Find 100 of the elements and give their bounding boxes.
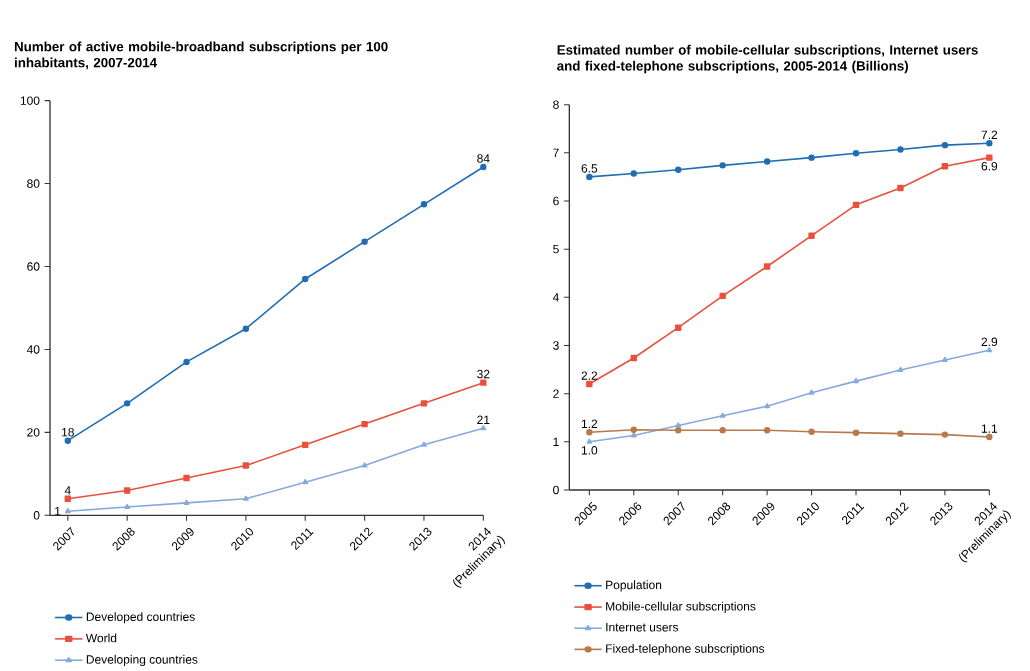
point <box>361 238 368 245</box>
data-label: 1.0 <box>581 446 598 455</box>
data-label: 1.2 <box>581 419 598 428</box>
point <box>852 150 860 157</box>
point <box>420 400 428 407</box>
point <box>897 146 904 153</box>
data-label: 18 <box>62 427 74 437</box>
point <box>763 263 771 270</box>
y-tick-label: 0 <box>553 485 559 495</box>
point <box>630 426 637 434</box>
y-tick-label: 7 <box>553 148 559 158</box>
data-label: 2.9 <box>981 337 998 347</box>
point <box>361 420 368 428</box>
data-label: 32 <box>477 369 490 379</box>
point <box>124 503 131 510</box>
y-tick-label: 60 <box>27 262 40 271</box>
point <box>302 441 309 449</box>
point <box>243 495 249 501</box>
point <box>897 366 904 373</box>
point <box>183 358 190 366</box>
point <box>302 479 309 485</box>
y-tick-label: 3 <box>553 341 559 350</box>
data-label: 1 <box>55 507 61 516</box>
legend-label: Population <box>606 580 662 592</box>
y-tick-label: 40 <box>26 345 40 354</box>
point <box>719 427 726 434</box>
point <box>64 508 71 514</box>
point <box>941 141 949 149</box>
y-tick-label: 0 <box>33 511 40 520</box>
point <box>630 170 637 177</box>
data-label: 1.1 <box>981 424 998 433</box>
y-tick-label: 1 <box>553 437 559 446</box>
point <box>586 429 593 436</box>
point <box>64 437 72 444</box>
point <box>986 140 993 147</box>
point <box>361 462 368 468</box>
point <box>764 403 770 409</box>
point <box>675 166 682 173</box>
point <box>853 377 859 384</box>
point <box>421 441 427 447</box>
point <box>986 433 993 441</box>
point <box>808 154 815 161</box>
data-label: 6.9 <box>981 161 998 171</box>
point <box>897 184 904 192</box>
data-label: 4 <box>64 486 71 495</box>
point <box>763 158 771 165</box>
point <box>123 400 131 407</box>
point <box>763 427 771 434</box>
point <box>986 347 993 353</box>
point <box>719 162 726 169</box>
y-tick-label: 2 <box>553 389 559 398</box>
point <box>302 275 309 283</box>
point <box>675 422 682 428</box>
y-tick-label: 80 <box>27 179 40 188</box>
point <box>675 427 682 434</box>
y-tick-label: 100 <box>20 96 40 105</box>
data-label: 6.5 <box>581 164 598 173</box>
point <box>586 438 593 444</box>
point <box>852 429 860 436</box>
chart-title: Number of active mobile-broadband subscriptions per 100 inhabitants, 2007-2014 <box>14 41 388 70</box>
point <box>942 356 948 362</box>
point <box>852 201 860 209</box>
point <box>480 163 487 171</box>
point <box>630 432 637 438</box>
point <box>242 462 250 469</box>
point <box>123 487 131 494</box>
data-label: 2.2 <box>581 371 598 380</box>
legend-label: World <box>85 633 117 643</box>
point <box>586 380 593 388</box>
y-tick-label: 4 <box>552 293 559 302</box>
point <box>808 428 815 435</box>
point <box>897 430 904 437</box>
data-label: 84 <box>477 154 490 163</box>
chart-title: Estimated number of mobile-cellular subscriptions, Internet users and fixed-telephone subscriptions, 2005-2014 (Billions) <box>557 44 978 74</box>
point <box>630 354 637 362</box>
point <box>420 201 428 208</box>
point <box>986 154 993 161</box>
legend-label: Developing countries <box>86 654 198 667</box>
point <box>64 495 72 502</box>
legend-label: Developed countries <box>86 612 195 624</box>
legend-label: Fixed-telephone subscriptions <box>606 644 765 656</box>
y-tick-label: 6 <box>553 196 559 206</box>
point <box>675 324 682 331</box>
point <box>808 389 815 395</box>
data-label: 7.2 <box>981 130 998 139</box>
data-label: 21 <box>477 415 490 425</box>
point <box>719 412 726 418</box>
y-tick-label: 20 <box>27 428 40 437</box>
point <box>586 173 593 181</box>
point <box>941 431 949 438</box>
point <box>183 474 190 482</box>
point <box>808 232 815 239</box>
legend-label: Internet users <box>606 623 679 632</box>
point <box>242 325 250 332</box>
point <box>480 379 487 386</box>
point <box>183 499 190 505</box>
y-tick-label: 8 <box>553 100 559 109</box>
point <box>480 425 487 431</box>
point <box>941 163 949 170</box>
legend-label: Mobile-cellular subscriptions <box>606 601 756 613</box>
